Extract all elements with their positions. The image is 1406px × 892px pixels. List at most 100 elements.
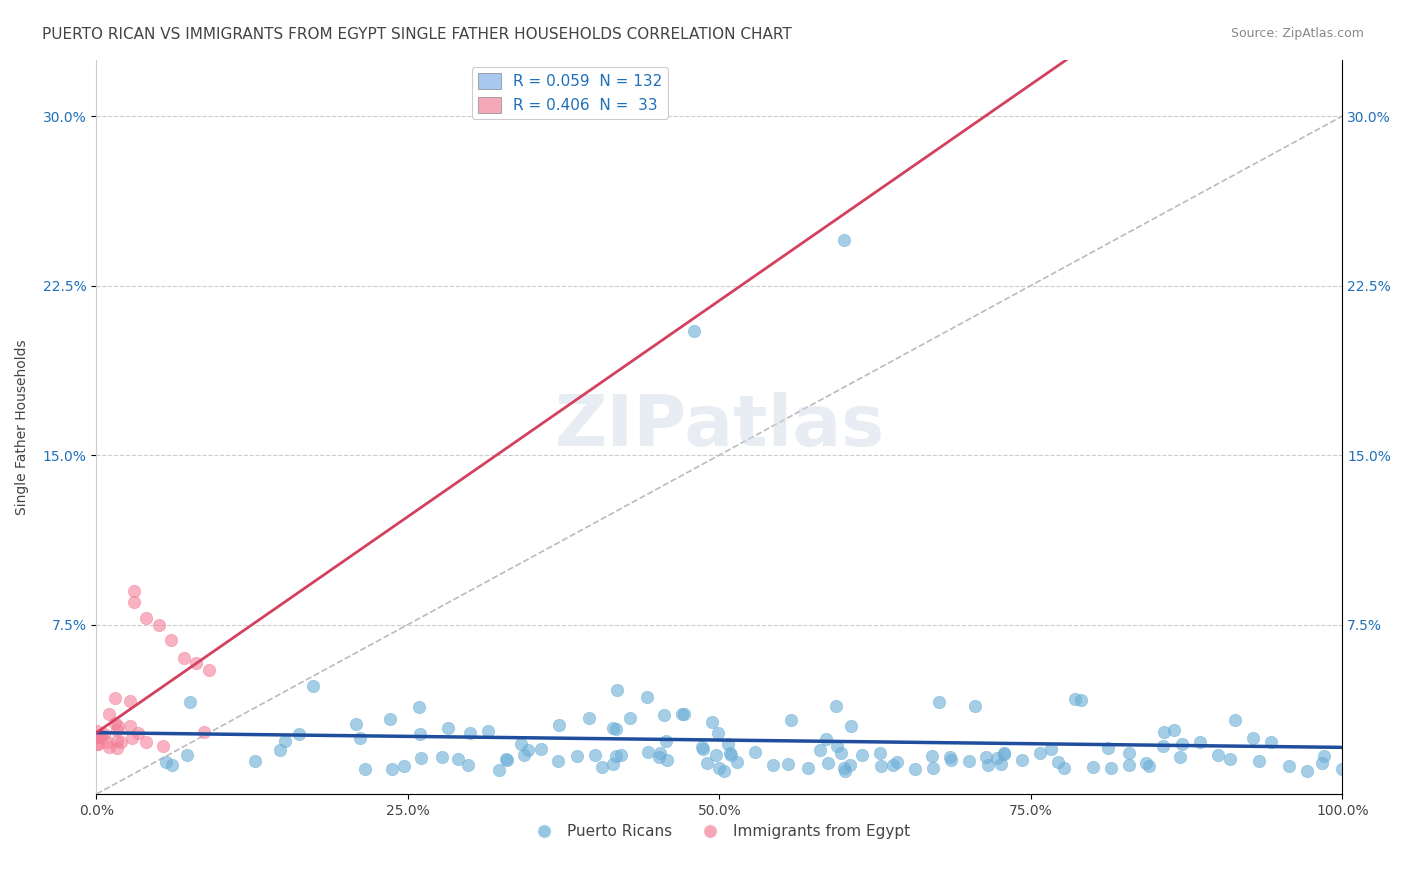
Point xyxy=(869,746,891,760)
Point xyxy=(381,762,404,776)
Point xyxy=(965,698,987,713)
Point xyxy=(817,756,839,771)
Point xyxy=(870,759,893,773)
Point xyxy=(1046,755,1069,769)
Point xyxy=(1153,724,1175,739)
Point xyxy=(797,761,820,775)
Point xyxy=(707,725,730,739)
Point xyxy=(834,764,856,778)
Point xyxy=(122,595,145,609)
Point xyxy=(1064,691,1087,706)
Point xyxy=(122,583,145,598)
Point xyxy=(1241,731,1264,745)
Point xyxy=(672,707,695,722)
Point xyxy=(509,737,531,751)
Point xyxy=(1188,735,1211,749)
Point xyxy=(110,734,132,748)
Point xyxy=(922,761,945,775)
Point xyxy=(1081,760,1104,774)
Point xyxy=(411,751,433,765)
Point xyxy=(610,747,633,762)
Point xyxy=(98,740,121,755)
Point xyxy=(495,752,517,766)
Point xyxy=(696,756,718,771)
Point xyxy=(655,734,678,748)
Point xyxy=(243,754,266,768)
Point xyxy=(1313,748,1336,763)
Legend: Puerto Ricans, Immigrants from Egypt: Puerto Ricans, Immigrants from Egypt xyxy=(523,818,917,845)
Point xyxy=(1039,742,1062,756)
Text: Source: ZipAtlas.com: Source: ZipAtlas.com xyxy=(1230,27,1364,40)
Point xyxy=(717,737,740,751)
Point xyxy=(976,750,998,764)
Point xyxy=(409,727,432,741)
Point xyxy=(1070,693,1092,707)
Point xyxy=(637,745,659,759)
Point xyxy=(155,756,177,770)
Point xyxy=(939,750,962,764)
Point xyxy=(851,748,873,763)
Point xyxy=(118,719,141,733)
Point xyxy=(105,734,128,748)
Point xyxy=(671,706,693,721)
Point xyxy=(977,757,1000,772)
Point xyxy=(90,728,112,742)
Point xyxy=(825,739,848,754)
Point xyxy=(547,754,569,768)
Point xyxy=(269,743,291,757)
Point xyxy=(496,753,519,767)
Point xyxy=(90,730,112,744)
Point xyxy=(152,739,174,753)
Point xyxy=(718,746,741,760)
Point xyxy=(86,729,108,743)
Point xyxy=(825,699,848,714)
Point xyxy=(636,690,658,704)
Point xyxy=(1206,747,1229,762)
Point xyxy=(344,717,367,731)
Point xyxy=(650,746,672,760)
Point xyxy=(86,737,108,751)
Point xyxy=(648,750,671,764)
Point xyxy=(394,758,416,772)
Point xyxy=(107,719,129,733)
Point xyxy=(832,761,855,775)
Point xyxy=(605,683,627,698)
Point xyxy=(432,750,454,764)
Point xyxy=(96,735,118,749)
Point xyxy=(173,651,195,665)
Point xyxy=(176,747,198,762)
Point xyxy=(702,714,724,729)
Point xyxy=(1331,762,1354,776)
Point xyxy=(692,742,714,756)
Point xyxy=(530,741,553,756)
Text: PUERTO RICAN VS IMMIGRANTS FROM EGYPT SINGLE FATHER HOUSEHOLDS CORRELATION CHART: PUERTO RICAN VS IMMIGRANTS FROM EGYPT SI… xyxy=(42,27,792,42)
Point xyxy=(709,761,731,775)
Point xyxy=(832,233,855,247)
Point xyxy=(548,717,571,731)
Point xyxy=(602,721,624,735)
Point xyxy=(1137,759,1160,773)
Point xyxy=(830,747,852,761)
Point xyxy=(591,760,613,774)
Point xyxy=(457,758,479,772)
Point xyxy=(1260,735,1282,749)
Point xyxy=(288,727,311,741)
Point xyxy=(86,730,108,744)
Point xyxy=(1163,723,1185,737)
Point xyxy=(565,748,588,763)
Point xyxy=(186,656,208,670)
Point xyxy=(477,723,499,738)
Point xyxy=(437,721,460,735)
Point xyxy=(578,711,600,725)
Point xyxy=(655,753,678,767)
Point xyxy=(808,743,831,757)
Point xyxy=(1097,741,1119,756)
Point xyxy=(353,762,375,776)
Point xyxy=(1225,713,1247,727)
Point xyxy=(725,755,748,769)
Point xyxy=(302,679,325,693)
Y-axis label: Single Father Households: Single Father Households xyxy=(15,339,30,515)
Point xyxy=(349,731,371,745)
Point xyxy=(1247,754,1270,768)
Point xyxy=(127,726,149,740)
